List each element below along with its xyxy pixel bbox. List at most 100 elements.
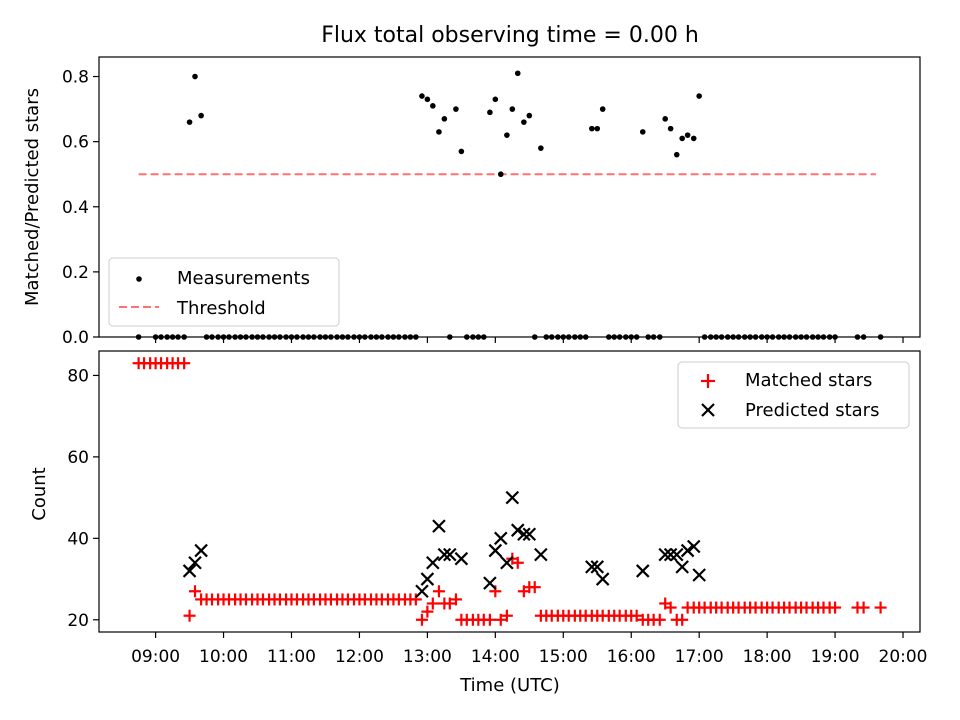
measurement-point [186,119,193,125]
measurement-point [673,151,680,158]
measurement-point [639,129,646,135]
legend-matched-label: Matched stars [745,370,872,391]
matched-star-point [630,609,643,622]
predicted-star-point [680,543,695,558]
matched-star-point [183,609,196,622]
predicted-star-point [483,576,497,590]
measurement-point [589,125,595,132]
legend-threshold-label: Threshold [176,298,266,319]
top-y-tick-label: 0.8 [62,68,89,88]
predicted-star-point [534,547,548,562]
predicted-star-point [194,543,208,558]
bottom-y-axis-label: Count [29,467,50,520]
legend-measurements-label: Measurements [177,268,310,289]
bottom-x-axis-label: Time (UTC) [459,675,560,696]
matched-star-point [676,613,689,626]
bottom-y-tick-label: 60 [67,448,89,468]
predicted-star-point [522,527,537,542]
measurement-point [679,135,685,142]
measurement-point [667,125,674,132]
measurement-point [521,119,527,125]
measurement-point [453,106,459,112]
legend-predicted-label: Predicted stars [745,400,879,421]
bottom-legend: Matched stars Predicted stars [677,361,910,429]
measurement-point [594,125,601,132]
measurement-point [538,145,544,151]
predicted-star-point [437,547,452,562]
bottom-x-tick-label: 11:00 [267,647,316,667]
predicted-stars-series [182,490,706,599]
bottom-plot-frame [98,350,921,633]
predicted-star-point [675,560,689,574]
top-y-tick-label: 0.6 [62,133,89,153]
bottom-x-axis: 09:00 10:00 11:00 12:00 13:00 14:00 15:00 16:00… [131,632,928,667]
measurement-point [497,171,504,178]
measurement-point [599,106,606,112]
bottom-x-tick-label: 13:00 [403,647,452,667]
top-chart-title: Flux total observing time = 0.00 h [321,23,699,48]
matched-star-point [409,593,422,606]
bottom-x-tick-label: 20:00 [879,647,928,667]
bottom-x-tick-label: 18:00 [743,647,792,667]
matched-star-point [829,601,842,614]
top-legend-box [108,257,340,327]
legend-predicted-marker [701,403,715,417]
predicted-star-point [517,527,531,542]
predicted-star-point [426,555,440,570]
matched-star-point [449,593,462,606]
bottom-x-tick-label: 09:00 [131,647,180,667]
matched-star-point [857,601,870,614]
legend-measurements-marker [136,276,142,282]
bottom-y-tick-label: 20 [67,611,89,631]
measurement-point [458,148,465,155]
bottom-y-axis: 20 40 60 80 [67,366,99,631]
top-y-tick-label: 0.0 [62,328,89,348]
measurement-point [526,112,533,119]
matched-star-point [415,613,428,626]
top-plot-frame [98,56,921,338]
measurement-point [696,93,702,99]
bottom-plot-panel: 20 40 60 80 09:00 10:00 11:00 12:00 13:00 14:00 1… [29,350,928,696]
matched-star-point [443,597,456,610]
predicted-star-point [669,547,684,562]
bottom-x-tick-label: 16:00 [607,647,656,667]
predicted-star-point [658,547,672,562]
measurement-point [436,129,442,135]
predicted-star-point [493,531,508,546]
predicted-star-point [595,572,610,586]
legend-matched-marker [701,374,715,388]
predicted-star-point [454,551,469,566]
measurement-point [492,96,499,103]
top-y-axis: 0.0 0.2 0.4 0.6 0.8 [62,68,99,348]
measurement-point [198,112,204,119]
measurement-point [514,70,521,77]
measurement-point [441,116,448,122]
predicted-star-point [585,560,599,574]
measurement-point [424,96,431,103]
predicted-star-point [686,539,701,554]
predicted-star-point [182,564,197,578]
measurement-point [192,73,198,80]
predicted-star-point [505,490,520,505]
bottom-x-tick-label: 14:00 [471,647,520,667]
top-x-axis [154,337,904,343]
predicted-star-point [635,564,650,578]
matched-star-point [874,601,887,614]
bottom-y-tick-label: 80 [67,366,89,386]
predicted-star-point [500,555,514,570]
measurement-point [690,135,697,142]
matched-star-point [500,609,513,622]
predicted-star-point [590,560,605,574]
measurement-point [684,132,691,138]
matched-stars-series [132,357,887,626]
bottom-x-tick-label: 19:00 [811,647,860,667]
bottom-x-tick-label: 12:00 [335,647,384,667]
bottom-x-tick-label: 10:00 [199,647,248,667]
matched-star-point [189,585,202,598]
predicted-star-point [663,547,678,562]
predicted-star-point [443,547,457,562]
measurement-point [509,106,516,112]
top-y-axis-label: Matched/Predicted stars [22,88,43,306]
predicted-star-point [420,572,435,586]
